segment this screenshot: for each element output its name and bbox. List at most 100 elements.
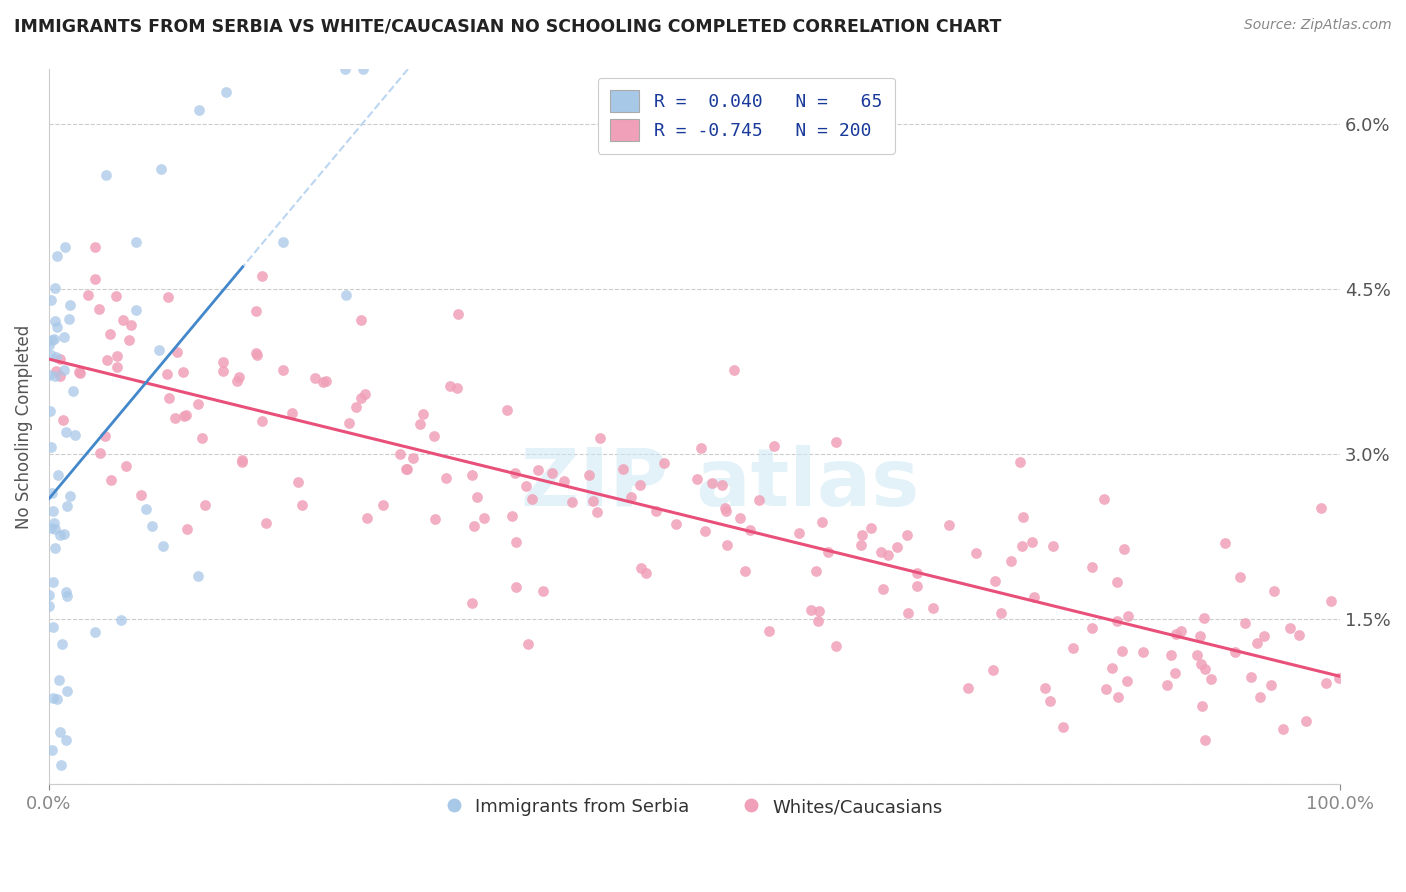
Point [1156,678,1178,692]
Point [39,404,62,418]
Point [42,516,65,531]
Point [49,369,72,384]
Point [439,379,461,393]
Point [49,527,72,541]
Point [67,365,90,379]
Point [620,491,643,505]
Point [787,525,810,540]
Point [38,368,60,383]
Legend: Immigrants from Serbia, Whites/Caucasians: Immigrants from Serbia, Whites/Caucasian… [437,789,952,825]
Point [120,318,142,332]
Point [1042,539,1064,553]
Point [157,391,180,405]
Point [825,435,848,450]
Point [94,168,117,182]
Point [38,588,60,602]
Point [1315,676,1337,690]
Point [89,446,111,460]
Point [228,370,250,384]
Point [45,320,67,334]
Point [42,691,65,706]
Point [46,468,69,483]
Point [1111,644,1133,658]
Point [738,523,761,537]
Point [804,564,827,578]
Point [501,508,523,523]
Point [56,589,79,603]
Point [1024,590,1046,604]
Point [1101,661,1123,675]
Point [39,441,62,455]
Point [654,456,676,470]
Point [245,346,267,360]
Point [586,505,609,519]
Point [516,637,538,651]
Point [957,681,980,695]
Point [541,466,564,480]
Point [129,488,152,502]
Point [1062,641,1084,656]
Point [84,625,107,640]
Point [41,520,63,534]
Point [505,534,527,549]
Point [716,538,738,552]
Point [254,516,277,531]
Point [215,86,238,100]
Point [1194,662,1216,676]
Point [695,524,717,539]
Point [817,545,839,559]
Point [141,518,163,533]
Point [194,498,217,512]
Point [395,461,418,475]
Point [690,441,713,455]
Point [1263,583,1285,598]
Point [291,498,314,512]
Point [44,314,66,328]
Point [44,522,66,536]
Point [135,502,157,516]
Point [48,673,70,687]
Point [312,376,335,390]
Point [350,313,373,327]
Point [287,475,309,489]
Point [578,467,600,482]
Point [553,474,575,488]
Point [1213,535,1236,549]
Point [371,498,394,512]
Point [905,579,928,593]
Point [851,528,873,542]
Point [45,249,67,263]
Point [990,606,1012,620]
Point [58,312,80,326]
Point [810,516,832,530]
Point [1033,681,1056,696]
Point [907,566,929,580]
Point [117,333,139,347]
Point [115,459,138,474]
Point [105,289,128,303]
Point [1164,627,1187,641]
Point [1260,678,1282,692]
Point [1011,510,1033,524]
Point [434,471,457,485]
Point [1192,611,1215,625]
Point [1160,648,1182,663]
Point [965,546,987,560]
Text: Source: ZipAtlas.com: Source: ZipAtlas.com [1244,18,1392,32]
Point [1319,594,1341,608]
Point [1092,491,1115,506]
Point [582,493,605,508]
Point [59,298,82,312]
Point [281,406,304,420]
Point [531,584,554,599]
Point [271,235,294,249]
Point [877,549,900,563]
Point [53,240,76,254]
Point [1295,714,1317,729]
Point [1234,616,1257,631]
Point [1189,657,1212,671]
Point [589,431,612,445]
Point [56,499,79,513]
Point [172,365,194,379]
Point [1095,682,1118,697]
